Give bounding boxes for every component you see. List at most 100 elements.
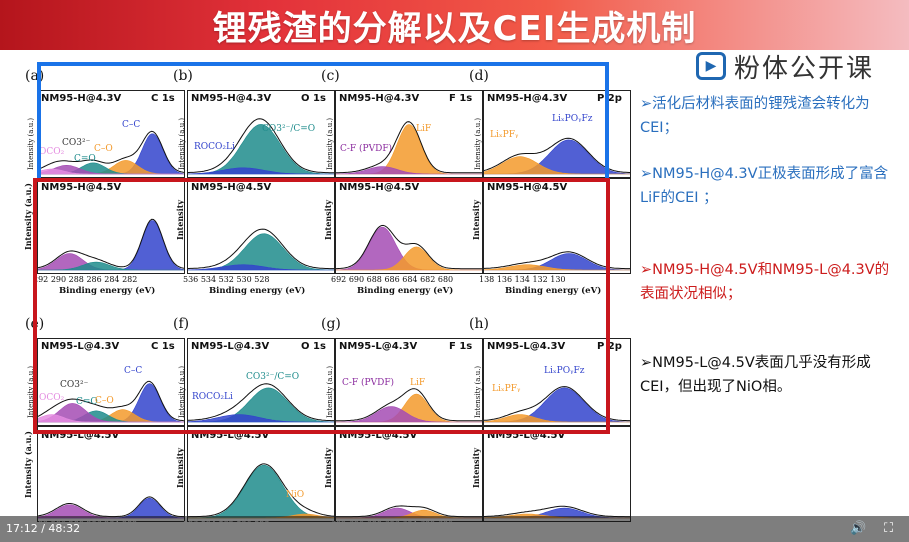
panel-frame — [37, 338, 185, 426]
panel-d-top-label: NM95-H@4.3V — [487, 93, 568, 104]
annotation-e-c_c: C–C — [124, 366, 143, 376]
envelope-line — [335, 224, 483, 270]
annotation-a-oco2: OCO₂ — [39, 147, 65, 157]
annotation-e-c_eq_o: C=O — [76, 397, 98, 407]
panel-letter-d: (d) — [469, 68, 489, 84]
peak-1 — [335, 166, 483, 175]
video-control-bar[interactable]: 17:12 / 48:32 🔊 ⛶ — [0, 516, 909, 542]
annotation-f-nio: NiO — [286, 490, 305, 500]
panel-a-orbital: C 1s — [151, 93, 175, 104]
x-axis-label-b: Binding energy (eV) — [209, 286, 306, 296]
annotation-b-roco: ROCO₂Li — [194, 142, 235, 152]
envelope-line — [37, 130, 185, 173]
annotation-c-lif: LiF — [416, 124, 432, 134]
xps-subpanel-e-bottom — [37, 426, 185, 522]
panel-letter-b: (b) — [173, 68, 193, 84]
spectrum-a-top — [37, 130, 185, 175]
bullet-2: ➢NM95-H@4.3V正极表面形成了富含LiF的CEI ； — [640, 166, 889, 206]
xps-subpanel-g-bottom — [335, 426, 483, 522]
y-axis-label-f: Intensity — [175, 447, 185, 488]
bullet-1: ➢活化后材料表面的锂残渣会转化为CEI； — [640, 96, 870, 136]
bullet-3: ➢NM95-H@4.5V和NM95-L@4.3V的表面状况相似； — [640, 262, 890, 302]
panel-c-bottom-label: NM95-H@4.5V — [339, 182, 420, 193]
speaker-icon[interactable]: 🔊 — [850, 521, 867, 536]
panel-g-orbital: F 1s — [449, 341, 473, 352]
annotation-f-roco: ROCO₂Li — [192, 392, 233, 402]
panel-c-orbital: F 1s — [449, 93, 473, 104]
x-ticks-d: 138 136 134 132 130 — [479, 275, 566, 284]
xps-subpanel-f-bottom — [187, 426, 335, 522]
panel-frame — [187, 338, 335, 426]
panel-h-top-label: NM95-L@4.3V — [487, 341, 566, 352]
annotation-d-lipf: LiₓPFᵧ — [490, 130, 519, 140]
xps-subpanel-e-top — [37, 338, 185, 426]
annotation-f-co3: CO3²⁻/C=O — [246, 372, 300, 382]
panel-a-top-label: NM95-H@4.3V — [41, 93, 122, 104]
panel-b-top-label: NM95-H@4.3V — [191, 93, 272, 104]
panel-frame — [483, 90, 631, 178]
envelope-line — [335, 121, 483, 174]
x-ticks-b: 536 534 532 530 528 — [183, 275, 270, 284]
xps-subpanel-c-bottom — [335, 178, 483, 274]
panel-g-bottom-label: NM95-L@4.5V — [339, 430, 418, 441]
annotation-c-cf: C-F (PVDF) — [340, 144, 393, 154]
peak-1 — [187, 414, 335, 423]
annotation-g-lif: LiF — [410, 378, 426, 388]
spectrum-e-top — [37, 380, 185, 423]
y-axis-label-h: Intensity — [471, 447, 481, 488]
panel-d-bottom-label: NM95-H@4.5V — [487, 182, 568, 193]
peak-1 — [335, 406, 483, 423]
peak-4 — [37, 414, 185, 423]
xps-subpanel-g-top — [335, 338, 483, 426]
xps-subpanel-b-top — [187, 90, 335, 178]
annotation-a-c_c: C–C — [122, 120, 141, 130]
panel-d-orbital: P 2p — [597, 93, 622, 104]
annotation-e-c_o: C–O — [95, 396, 114, 406]
annotation-b-co3: CO3²⁻/C=O — [262, 124, 316, 134]
spectrum-c-top — [335, 121, 483, 175]
y-axis-label-a-top: Intensity (a.u.) — [27, 117, 35, 170]
fullscreen-icon[interactable]: ⛶ — [884, 521, 894, 536]
spectrum-a-bottom — [37, 218, 185, 271]
envelope-line — [187, 228, 335, 270]
playback-time: 17:12 / 48:32 — [6, 522, 81, 535]
envelope-line — [37, 380, 185, 422]
panel-frame — [335, 90, 483, 178]
title-banner: 锂残渣的分解以及CEI生成机制 — [0, 0, 909, 50]
panel-c-top-label: NM95-H@4.3V — [339, 93, 420, 104]
xps-subpanel-a-top — [37, 90, 185, 178]
envelope-line — [187, 118, 335, 174]
y-axis-label-g: Intensity — [323, 447, 333, 488]
x-axis-label-a: Binding energy (eV) — [59, 286, 156, 296]
envelope-line — [335, 388, 483, 422]
annotation-e-oco2: OCO₂ — [39, 393, 65, 403]
panel-f-bottom-label: NM95-L@4.5V — [191, 430, 270, 441]
play-logo-icon: ▶ — [696, 52, 726, 80]
spectrum-c-bottom — [335, 224, 483, 271]
panel-letter-h: (h) — [469, 316, 489, 332]
logo-text: 粉体公开课 — [734, 53, 875, 84]
panel-f-top-label: NM95-L@4.3V — [191, 341, 270, 352]
x-ticks-c: 692 690 688 686 684 682 680 — [331, 275, 454, 284]
annotation-a-co3: CO3²⁻ — [62, 138, 91, 148]
panel-frame — [335, 338, 483, 426]
panel-e-orbital: C 1s — [151, 341, 175, 352]
annotation-h-lipo: LiₓPOᵧFz — [544, 366, 585, 376]
panel-frame — [483, 338, 631, 426]
xps-subpanel-c-top — [335, 90, 483, 178]
panel-f-orbital: O 1s — [301, 341, 326, 352]
panel-g-top-label: NM95-L@4.3V — [339, 341, 418, 352]
annotation-d-lipo: LiₓPOᵧFz — [552, 114, 593, 124]
panel-letter-f: (f) — [173, 316, 190, 332]
spectrum-f-top — [187, 383, 335, 423]
logo: ▶ 粉体公开课 — [696, 49, 888, 84]
panel-a-bottom-label: NM95-H@4.5V — [41, 182, 122, 193]
panel-letter-c: (c) — [321, 68, 340, 84]
y-axis-label-e: Intensity (a.u.) — [23, 431, 33, 498]
annotation-e-co3: CO3²⁻ — [60, 380, 89, 390]
xps-subpanel-b-bottom — [187, 178, 335, 274]
y-axis-label-a: Intensity (a.u.) — [23, 183, 33, 250]
xps-subpanel-f-top — [187, 338, 335, 426]
annotation-h-lipf: LiₓPFᵧ — [492, 384, 521, 394]
spectrum-b-top — [187, 118, 335, 175]
